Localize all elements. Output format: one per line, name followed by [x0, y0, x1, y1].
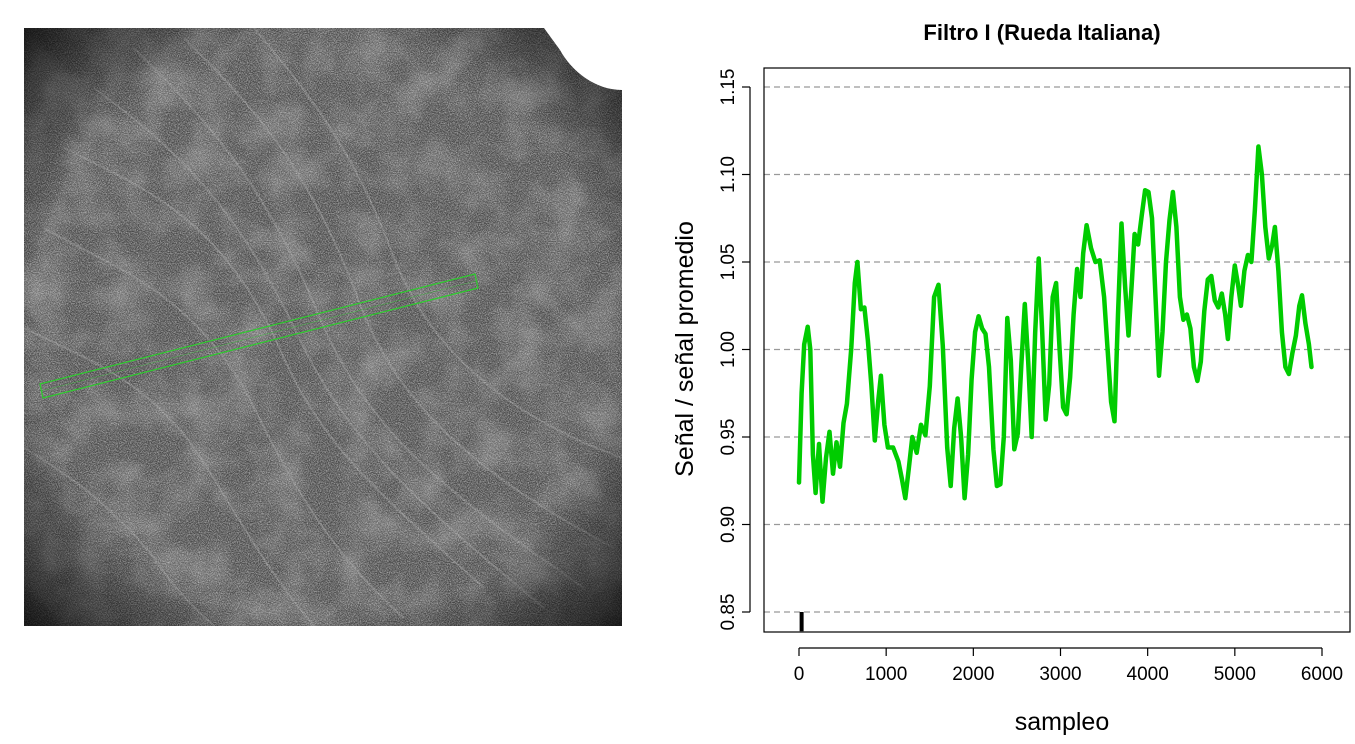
- gridlines: [764, 86, 1350, 613]
- line-chart: Filtro I (Rueda Italiana) 0 1000 2000 3000 4…: [660, 0, 1355, 744]
- plot-frame: [763, 67, 1351, 633]
- chart-title: Filtro I (Rueda Italiana): [923, 20, 1160, 45]
- x-tick-label: 5000: [1214, 664, 1256, 685]
- x-tick-label: 1000: [865, 664, 907, 685]
- axes: 0 1000 2000 3000 4000 5000 6000 0.85 0.90 0.95 1.0…: [718, 69, 1343, 685]
- series-line: [796, 144, 1314, 504]
- roi-rectangle[interactable]: [39, 273, 479, 399]
- roi-centerline: [40, 280, 477, 392]
- series-layer: [796, 144, 1314, 632]
- micrograph-bright-corner: [544, 28, 622, 90]
- x-tick-label: 6000: [1301, 664, 1343, 685]
- y-tick-label: 0.85: [718, 594, 739, 631]
- micrograph-image: [24, 28, 622, 626]
- y-tick-label: 1.00: [718, 331, 739, 368]
- x-tick-label: 2000: [952, 664, 994, 685]
- y-tick-label: 0.90: [718, 506, 739, 543]
- y-tick-label: 1.10: [718, 156, 739, 193]
- y-tick-label: 0.95: [718, 419, 739, 456]
- x-tick-label: 0: [794, 664, 805, 685]
- x-tick-label: 3000: [1039, 664, 1081, 685]
- x-axis-label: sampleo: [1015, 708, 1110, 736]
- y-axis-label: Señal / señal promedio: [671, 221, 699, 477]
- y-tick-label: 1.15: [718, 69, 739, 106]
- y-tick-label: 1.05: [718, 244, 739, 281]
- x-tick-label: 4000: [1127, 664, 1169, 685]
